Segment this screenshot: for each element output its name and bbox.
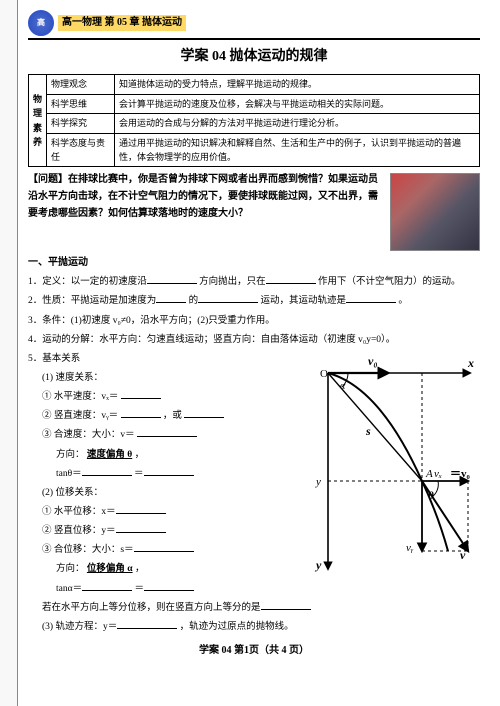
text: ， [135, 450, 145, 460]
blank [121, 408, 161, 418]
text: ② 竖直位移：y＝ [42, 526, 116, 536]
blank [266, 274, 316, 284]
blank [184, 408, 224, 418]
blank [117, 619, 177, 629]
sub-2f: 若在水平方向上等分位移，则在竖直方向上等分的是 [28, 600, 480, 616]
text: ① 水平位移：x＝ [42, 507, 116, 517]
text: 运动，其运动轨迹是 [261, 296, 347, 306]
page-header: 高 高一物理 第 05 章 抛体运动 [28, 10, 480, 40]
table-key: 物理观念 [47, 75, 115, 94]
svg-text:vᵧ: vᵧ [406, 542, 414, 554]
blank [261, 600, 311, 610]
text: 1．定义：以一定的初速度沿 [28, 277, 147, 287]
table-val: 知道抛体运动的受力特点，理解平抛运动的规律。 [115, 75, 480, 94]
table-val: 通过用平抛运动的知识解决和解释自然、生活和生产中的例子，认识到平抛运动的普遍性，… [115, 133, 480, 167]
text: ， [135, 564, 145, 574]
blank [198, 293, 258, 303]
text: 2．性质：平抛运动是加速度为 [28, 296, 156, 306]
projectile-diagram: x O v₀ y A s α y vₓ ＝v₀ vᵧ v [310, 351, 480, 587]
blank [82, 581, 132, 591]
course-label: 高一物理 第 05 章 抛体运动 [58, 15, 186, 31]
text: ③ 合位移：大小：s＝ [42, 545, 134, 555]
svg-text:y: y [314, 558, 322, 572]
blank [82, 466, 132, 476]
text: 。 [398, 296, 408, 306]
text: 方向： [56, 450, 85, 460]
text: 的 [189, 296, 199, 306]
text: ＝ [134, 584, 144, 594]
underline-label: 位移偏角 α [87, 564, 133, 574]
competency-table: 物理素养 物理观念 知道抛体运动的受力特点，理解平抛运动的规律。 科学思维 会计… [28, 74, 480, 167]
blank [346, 293, 396, 303]
svg-text:vₓ: vₓ [434, 468, 442, 480]
svg-text:＝v₀: ＝v₀ [450, 468, 470, 480]
blank [116, 523, 166, 533]
svg-text:v₀: v₀ [368, 354, 378, 368]
blank [156, 293, 186, 303]
svg-text:x: x [467, 356, 474, 370]
text: ，轨迹为过原点的抛物线。 [180, 622, 294, 632]
sub-3: (3) 轨迹方程：y＝ ，轨迹为过原点的抛物线。 [28, 619, 480, 635]
table-key: 科学探究 [47, 114, 115, 133]
underline-label: 速度偏角 θ [87, 450, 132, 460]
text: ③ 合速度：大小：v＝ [42, 430, 135, 440]
text: (3) 轨迹方程：y＝ [42, 622, 117, 632]
item-3: 3．条件：(1)初速度 v₀≠0，沿水平方向；(2)只受重力作用。 [28, 313, 480, 329]
item-1: 1．定义：以一定的初速度沿 方向抛出，只在 作用下（不计空气阻力）的运动。 [28, 274, 480, 290]
svg-text:A: A [425, 468, 433, 480]
blank [144, 581, 194, 591]
table-key: 科学态度与责任 [47, 133, 115, 167]
text: ，或 [163, 411, 182, 421]
blank [144, 466, 194, 476]
text: ② 竖直速度：vᵧ＝ [42, 411, 118, 421]
text: ① 水平速度：vₓ＝ [42, 392, 118, 402]
text: 方向： [56, 564, 85, 574]
svg-text:v: v [460, 548, 466, 562]
blank [137, 427, 197, 437]
item-2: 2．性质：平抛运动是加速度为 的 运动，其运动轨迹是 。 [28, 293, 480, 309]
svg-text:y: y [315, 476, 321, 488]
text: 若在水平方向上等分位移，则在竖直方向上等分的是 [42, 603, 261, 613]
svg-text:O: O [320, 368, 328, 380]
blank [121, 389, 161, 399]
svg-text:θ: θ [428, 490, 434, 502]
text: 方向抛出，只在 [199, 277, 266, 287]
item-4: 4．运动的分解：水平方向：匀速直线运动；竖直方向：自由落体运动（初速度 v₀y=… [28, 332, 480, 348]
text: ＝ [134, 469, 144, 479]
blank [134, 542, 194, 552]
text: 作用下（不计空气阻力）的运动。 [318, 277, 461, 287]
table-side-label: 物理素养 [29, 75, 47, 167]
page-gutter [0, 0, 18, 706]
text: tanα＝ [56, 584, 82, 594]
table-val: 会计算平抛运动的速度及位移，会解决与平抛运动相关的实际问题。 [115, 94, 480, 113]
svg-text:α: α [340, 381, 346, 392]
page-footer: 学案 04 第1页（共 4 页） [28, 643, 480, 659]
volleyball-photo [390, 173, 480, 251]
section-1-head: 一、平抛运动 [28, 255, 480, 271]
text: tanθ＝ [56, 469, 82, 479]
school-logo-icon: 高 [28, 10, 54, 36]
svg-text:s: s [365, 424, 371, 438]
table-val: 会用运动的合成与分解的方法对平抛运动进行理论分析。 [115, 114, 480, 133]
lesson-title: 学案 04 抛体运动的规律 [28, 46, 480, 68]
blank [147, 274, 197, 284]
table-key: 科学思维 [47, 94, 115, 113]
blank [116, 504, 166, 514]
